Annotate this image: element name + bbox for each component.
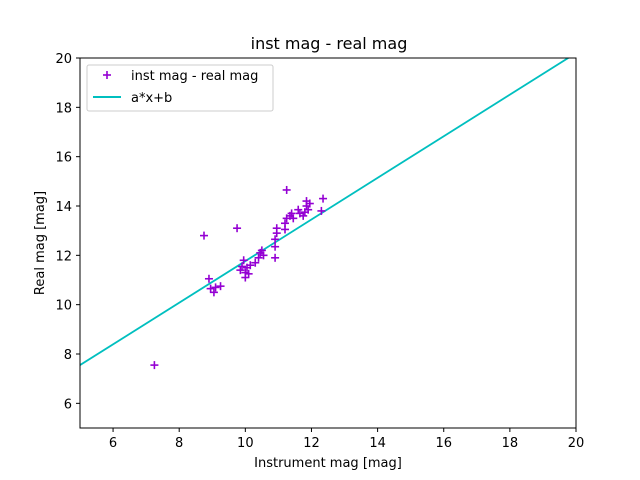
legend: inst mag - real mag a*x+b xyxy=(86,64,274,112)
scatter-point xyxy=(239,256,248,265)
y-tick-label: 16 xyxy=(55,151,72,166)
y-axis-label: Real mag [mag] xyxy=(33,191,48,295)
scatter-point xyxy=(244,269,253,278)
x-tick-label: 14 xyxy=(369,436,386,451)
x-tick-label: 10 xyxy=(237,436,254,451)
scatter-point xyxy=(200,231,208,240)
x-tick-label: 16 xyxy=(435,436,452,451)
scatter-point xyxy=(289,214,298,223)
scatter-point xyxy=(209,288,218,297)
scatter-point xyxy=(211,283,220,292)
scatter-point xyxy=(299,211,308,220)
scatter-point xyxy=(204,274,213,283)
scatter-point xyxy=(246,261,255,270)
plot-area xyxy=(79,57,577,429)
axes-frame xyxy=(79,57,577,429)
x-tick-label: 8 xyxy=(175,436,183,451)
scatter-point xyxy=(281,219,290,228)
y-tick-label: 6 xyxy=(64,397,72,412)
scatter-point xyxy=(287,209,296,218)
scatter-point xyxy=(238,262,247,271)
scatter-points-layer xyxy=(150,185,328,370)
scatter-point xyxy=(251,258,260,267)
fit-line xyxy=(80,58,570,366)
scatter-point xyxy=(282,185,291,194)
legend-label-scatter: inst mag - real mag xyxy=(131,69,258,84)
x-axis-ticks: 6 8 10 12 14 16 18 20 xyxy=(109,428,584,451)
chart-title: inst mag - real mag xyxy=(251,34,408,53)
x-tick-label: 6 xyxy=(109,436,117,451)
scatter-point xyxy=(317,206,326,215)
legend-box xyxy=(86,64,274,112)
scatter-point xyxy=(271,235,280,244)
scatter-point xyxy=(216,282,225,291)
scatter-point xyxy=(294,205,303,214)
y-tick-label: 12 xyxy=(55,249,72,264)
scatter-point xyxy=(319,194,328,203)
x-tick-label: 12 xyxy=(303,436,320,451)
y-tick-label: 18 xyxy=(55,101,72,116)
scatter-point xyxy=(236,266,245,275)
scatter-point xyxy=(150,361,159,370)
scatter-point xyxy=(233,224,242,233)
scatter-point xyxy=(305,199,314,208)
x-tick-label: 18 xyxy=(502,436,519,451)
scatter-point xyxy=(271,253,280,262)
scatter-point xyxy=(271,242,280,251)
scatter-point xyxy=(259,251,268,260)
scatter-point xyxy=(254,253,263,262)
scatter-point xyxy=(257,246,266,255)
scatter-point xyxy=(272,224,281,233)
y-tick-label: 20 xyxy=(55,52,72,67)
x-tick-label: 20 xyxy=(568,436,585,451)
x-axis-label: Instrument mag [mag] xyxy=(254,456,402,471)
y-tick-label: 14 xyxy=(55,200,72,215)
y-tick-label: 8 xyxy=(64,348,72,363)
y-tick-label: 10 xyxy=(55,299,72,314)
legend-label-fit: a*x+b xyxy=(131,91,172,106)
scatter-point xyxy=(304,205,313,214)
y-axis-ticks: 6 8 10 12 14 16 18 20 xyxy=(55,52,80,412)
fit-line-layer xyxy=(80,58,570,366)
legend-marker-scatter xyxy=(103,71,111,79)
